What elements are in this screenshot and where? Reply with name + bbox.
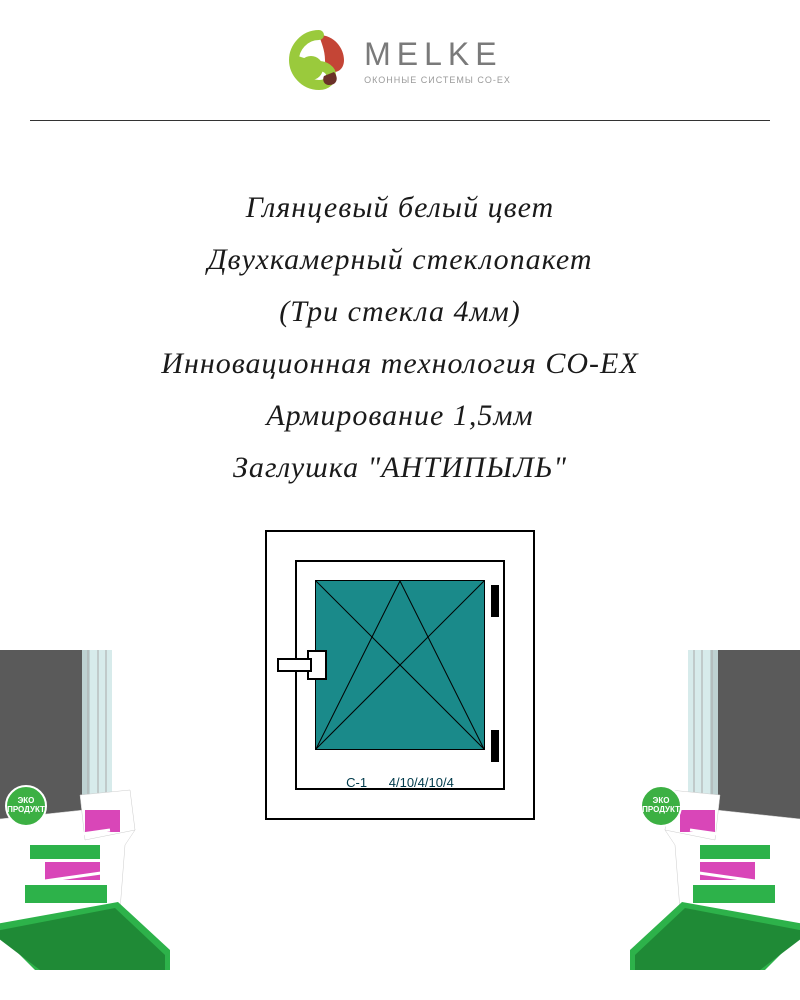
feature-list: Глянцевый белый цвет Двухкамерный стекло… xyxy=(0,191,800,485)
feature-line: Заглушка "АНТИПЫЛЬ" xyxy=(0,451,800,485)
feature-line: (Три стекла 4мм) xyxy=(0,295,800,329)
feature-line: Армирование 1,5мм xyxy=(0,399,800,433)
brand-name: MELKE xyxy=(364,36,511,73)
brand-logo: MELKE ОКОННЫЕ СИСТЕМЫ CO-EX xyxy=(289,30,511,90)
feature-line: Двухкамерный стеклопакет xyxy=(0,243,800,277)
eco-badge-text: ЭКО ПРОДУКТ xyxy=(642,797,680,815)
eco-badge: ЭКО ПРОДУКТ xyxy=(5,785,47,827)
spec-code: С-1 xyxy=(346,775,367,790)
eco-badge-text: ЭКО ПРОДУКТ xyxy=(7,797,45,815)
brand-tagline: ОКОННЫЕ СИСТЕМЫ CO-EX xyxy=(364,75,511,85)
brand-logo-icon xyxy=(289,30,349,90)
feature-line: Глянцевый белый цвет xyxy=(0,191,800,225)
hinge-top xyxy=(491,585,499,617)
window-spec-label: С-1 4/10/4/10/4 xyxy=(265,775,535,790)
window-handle xyxy=(277,650,327,680)
eco-badge: ЭКО ПРОДУКТ xyxy=(640,785,682,827)
profile-cutaway-right: ЭКО ПРОДУКТ xyxy=(630,650,800,970)
header: MELKE ОКОННЫЕ СИСТЕМЫ CO-EX xyxy=(0,0,800,110)
window-schematic: С-1 4/10/4/10/4 xyxy=(265,530,535,830)
feature-line: Инновационная технология CO-EX xyxy=(0,347,800,381)
header-divider xyxy=(30,120,770,121)
brand-text: MELKE ОКОННЫЕ СИСТЕМЫ CO-EX xyxy=(364,36,511,85)
hinge-bottom xyxy=(491,730,499,762)
spec-formula: 4/10/4/10/4 xyxy=(389,775,454,790)
handle-grip xyxy=(277,658,312,672)
glass-pane xyxy=(315,580,485,750)
profile-cutaway-left: ЭКО ПРОДУКТ xyxy=(0,650,170,970)
